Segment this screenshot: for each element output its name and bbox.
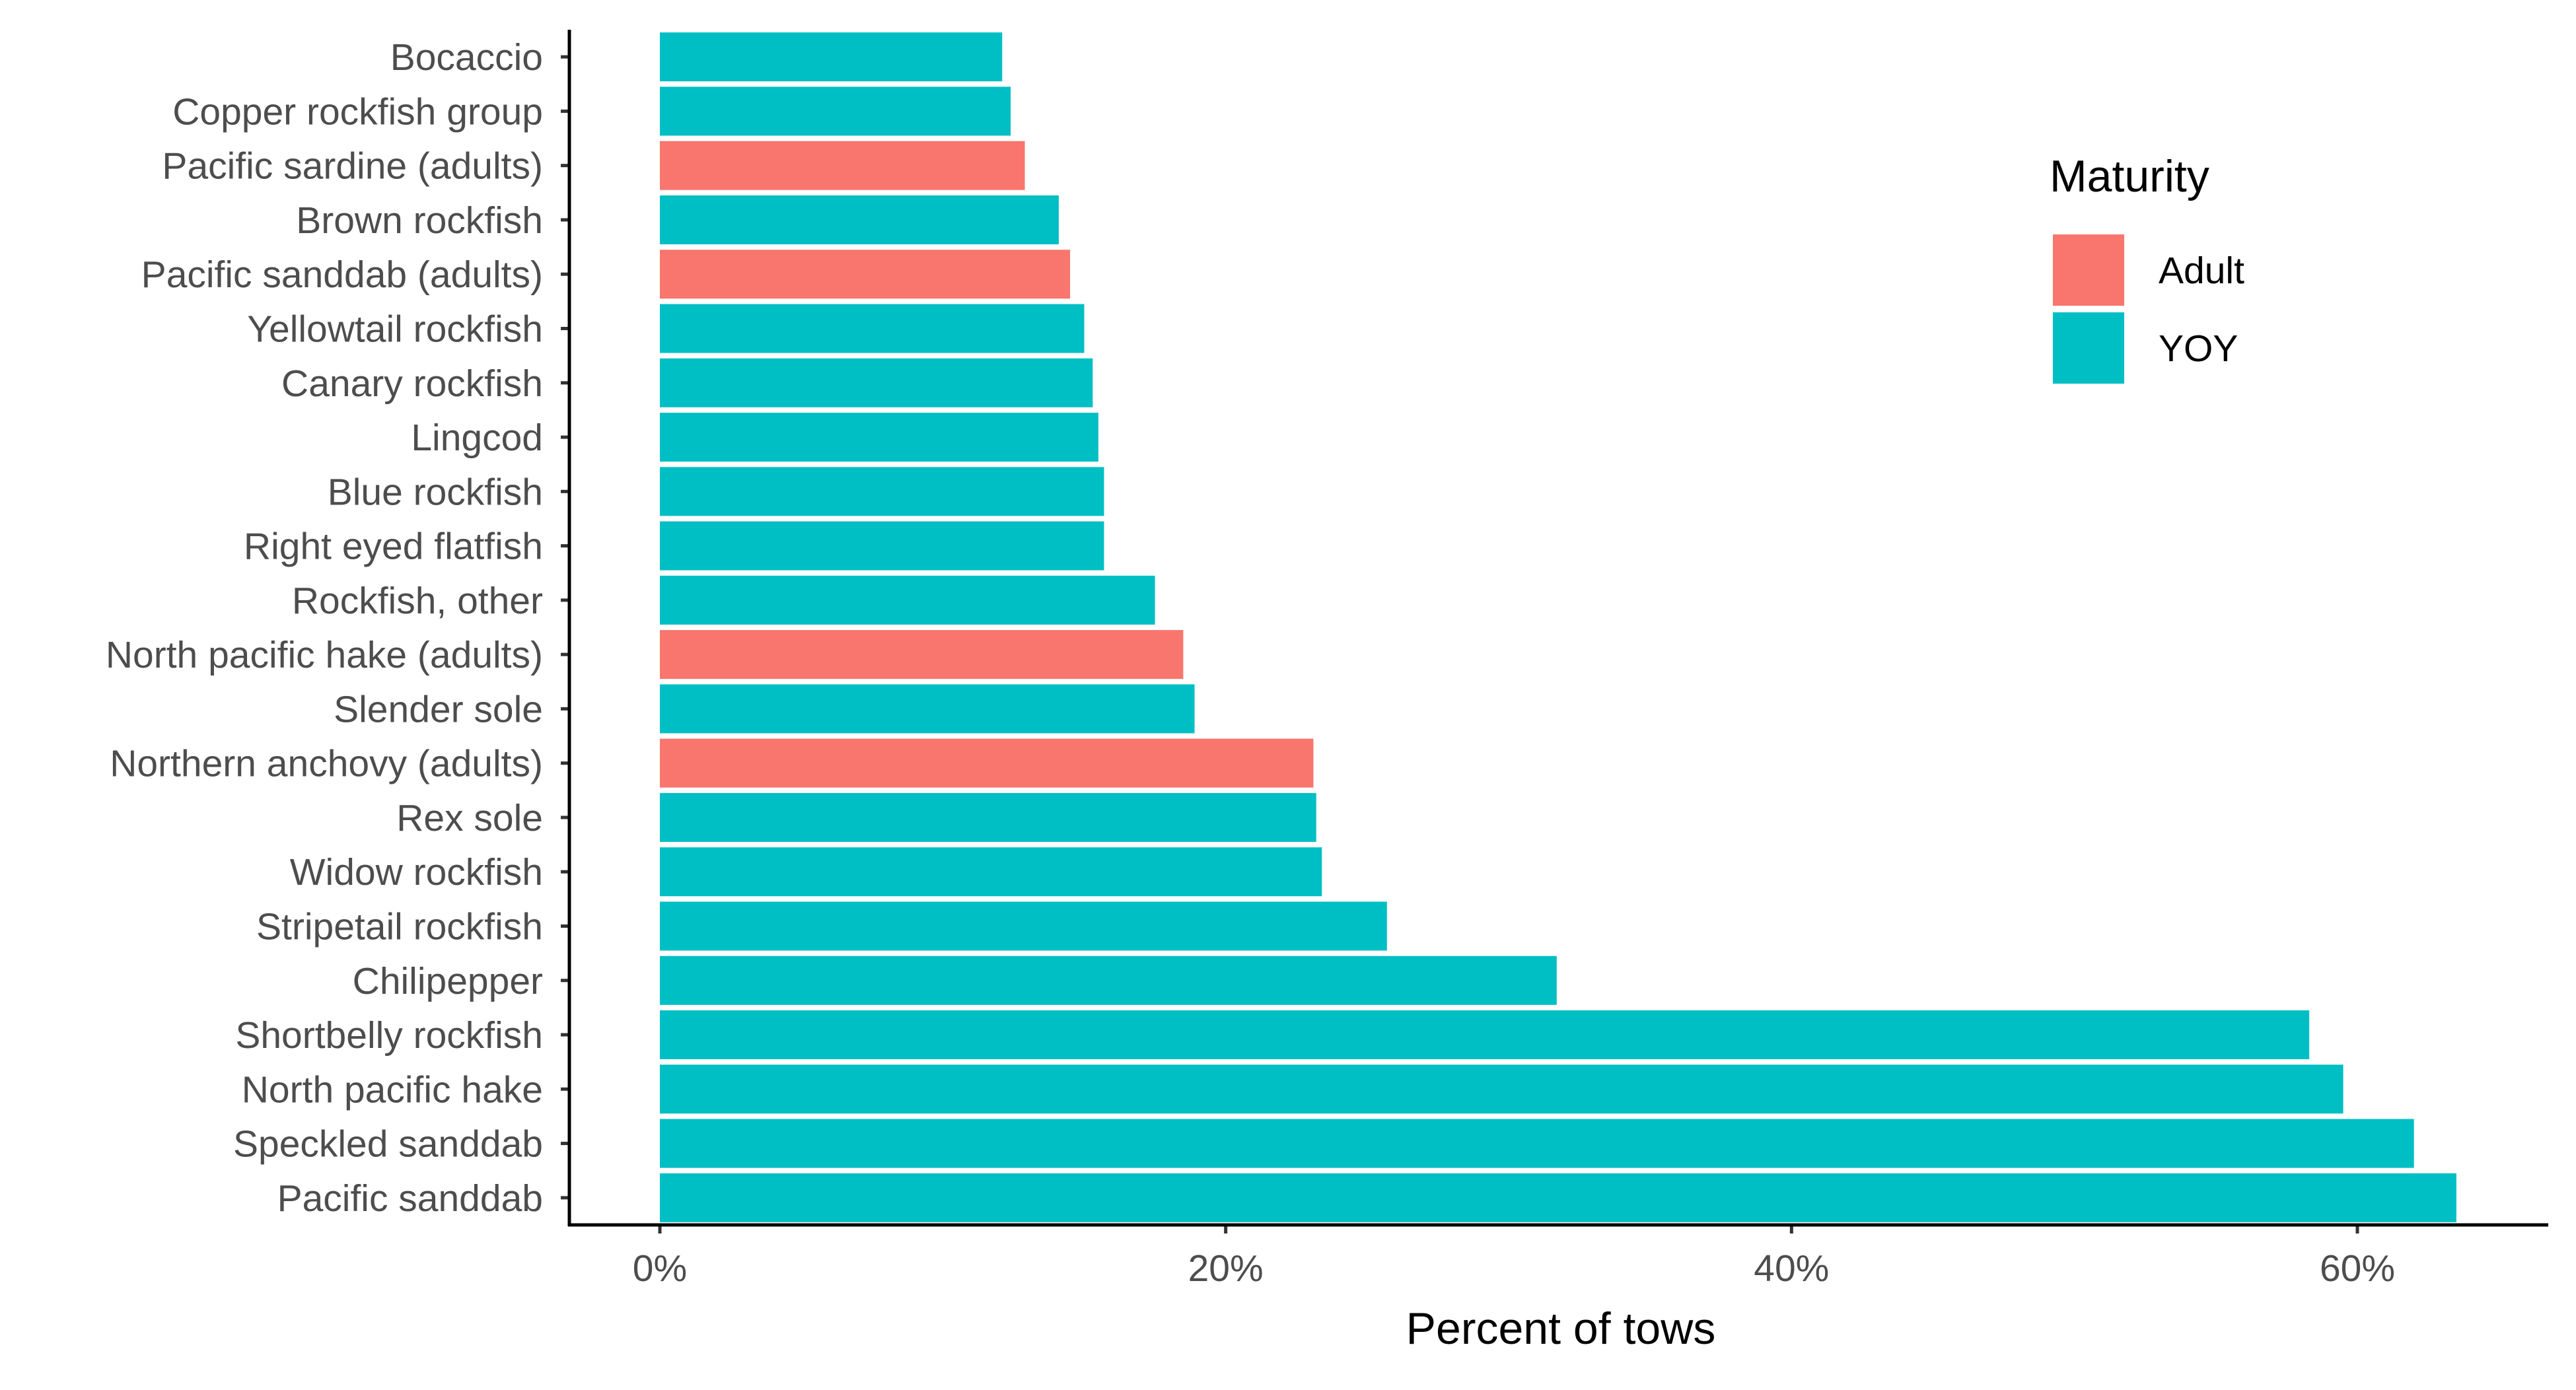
category-label: Shortbelly rockfish: [235, 1014, 543, 1057]
legend-items: Adult YOY: [2053, 234, 2244, 384]
x-axis-ticks: 0% 20% 40% 60%: [633, 1225, 2395, 1290]
bar: [660, 195, 1059, 244]
axes: [561, 30, 2548, 1227]
category-label: Yellowtail rockfish: [247, 308, 543, 351]
category-label: Canary rockfish: [281, 363, 543, 405]
bar: [660, 413, 1098, 462]
bar: [660, 738, 1314, 788]
category-label: North pacific hake: [242, 1068, 543, 1111]
category-label: Copper rockfish group: [172, 90, 543, 133]
legend-title: Maturity: [2050, 151, 2209, 201]
bar: [660, 630, 1184, 679]
x-axis-title: Percent of tows: [1406, 1303, 1716, 1354]
bar: [660, 141, 1025, 190]
category-label: Slender sole: [334, 688, 543, 730]
bar: [660, 250, 1071, 299]
category-label: Rex sole: [396, 797, 543, 839]
category-label: Northern anchovy (adults): [110, 743, 543, 785]
bar: [660, 684, 1195, 734]
x-tick-label: 20%: [1188, 1247, 1264, 1290]
bar: [660, 1173, 2456, 1222]
bar: [660, 575, 1155, 625]
bar: [660, 1064, 2343, 1114]
legend-key: [2053, 312, 2124, 384]
category-label: Brown rockfish: [296, 199, 543, 242]
bar: [660, 521, 1104, 571]
bar: [660, 32, 1003, 82]
category-label: Stripetail rockfish: [256, 906, 543, 948]
legend-label: Adult: [2159, 250, 2244, 292]
category-label: Pacific sanddab: [277, 1177, 543, 1220]
bar: [660, 901, 1387, 951]
legend-key: [2053, 234, 2124, 306]
category-label: North pacific hake (adults): [106, 634, 543, 676]
bar: [660, 87, 1011, 136]
x-tick-label: 0%: [633, 1247, 687, 1290]
bar: [660, 304, 1085, 353]
bar: [660, 1119, 2414, 1168]
x-tick-label: 40%: [1754, 1247, 1829, 1290]
bar: [660, 467, 1104, 516]
category-labels: Bocaccio Copper rockfish group Pacific sar…: [106, 36, 543, 1220]
bar: [660, 358, 1093, 407]
legend: Maturity Adult YOY: [2050, 151, 2244, 384]
category-label: Right eyed flatfish: [244, 526, 543, 568]
category-label: Blue rockfish: [328, 471, 543, 513]
category-label: Pacific sanddab (adults): [141, 254, 543, 296]
category-label: Rockfish, other: [292, 580, 543, 622]
bar: [660, 792, 1316, 842]
bar: [660, 1010, 2310, 1060]
bar: [660, 847, 1322, 897]
x-tick-label: 60%: [2320, 1247, 2395, 1290]
bar: [660, 956, 1557, 1005]
bars-layer: [660, 32, 2456, 1222]
legend-label: YOY: [2159, 328, 2238, 370]
category-label: Pacific sardine (adults): [162, 145, 543, 188]
category-label: Chilipepper: [353, 960, 543, 1002]
category-label: Bocaccio: [390, 36, 543, 79]
category-label: Speckled sanddab: [233, 1123, 543, 1165]
category-label: Lingcod: [411, 417, 543, 459]
category-label: Widow rockfish: [290, 851, 543, 893]
